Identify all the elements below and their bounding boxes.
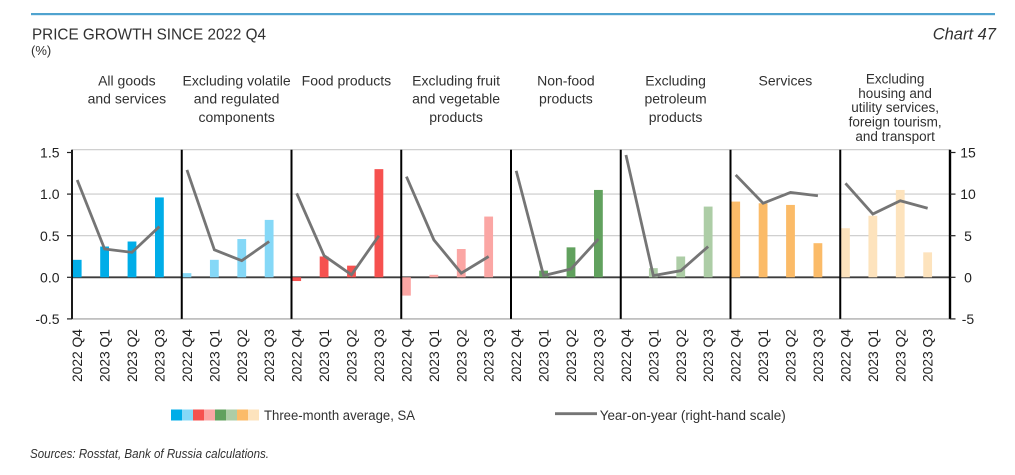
svg-text:2023 Q3: 2023 Q3 <box>371 329 387 382</box>
svg-text:2023 Q2: 2023 Q2 <box>563 329 579 382</box>
svg-text:2023 Q2: 2023 Q2 <box>344 329 360 382</box>
svg-text:2022 Q4: 2022 Q4 <box>508 329 524 382</box>
svg-text:2023 Q1: 2023 Q1 <box>426 329 442 382</box>
svg-text:-0.5: -0.5 <box>35 311 59 327</box>
svg-text:0.5: 0.5 <box>40 228 60 244</box>
svg-text:5: 5 <box>964 228 972 244</box>
svg-text:2022 Q4: 2022 Q4 <box>618 329 634 382</box>
svg-text:2023 Q3: 2023 Q3 <box>261 329 277 382</box>
svg-text:2023 Q3: 2023 Q3 <box>810 329 826 382</box>
svg-text:0: 0 <box>964 269 972 285</box>
svg-text:0.0: 0.0 <box>40 269 60 285</box>
svg-text:2022 Q4: 2022 Q4 <box>398 329 414 382</box>
svg-text:2022 Q4: 2022 Q4 <box>289 329 305 382</box>
svg-text:2023 Q3: 2023 Q3 <box>590 329 606 382</box>
svg-text:Sources: Rosstat, Bank of Russ: Sources: Rosstat, Bank of Russia calcula… <box>30 447 269 461</box>
svg-text:Year-on-year (right-hand scale: Year-on-year (right-hand scale) <box>600 408 786 423</box>
svg-text:Food products: Food products <box>302 73 392 89</box>
svg-text:PRICE GROWTH SINCE 2022 Q4: PRICE GROWTH SINCE 2022 Q4 <box>32 27 266 44</box>
svg-text:2023 Q1: 2023 Q1 <box>97 329 113 382</box>
svg-text:2023 Q1: 2023 Q1 <box>206 329 222 382</box>
svg-text:2022 Q4: 2022 Q4 <box>69 329 85 382</box>
svg-text:Chart 47: Chart 47 <box>933 26 997 44</box>
svg-text:2023 Q2: 2023 Q2 <box>892 329 908 382</box>
svg-text:15: 15 <box>960 145 976 161</box>
svg-text:2023 Q2: 2023 Q2 <box>234 329 250 382</box>
svg-text:2023 Q1: 2023 Q1 <box>755 329 771 382</box>
svg-text:2023 Q2: 2023 Q2 <box>124 329 140 382</box>
svg-text:2023 Q3: 2023 Q3 <box>481 329 497 382</box>
svg-text:Three-month average, SA: Three-month average, SA <box>264 408 415 423</box>
svg-text:2023 Q1: 2023 Q1 <box>645 329 661 382</box>
svg-text:2023 Q1: 2023 Q1 <box>316 329 332 382</box>
svg-text:2023 Q3: 2023 Q3 <box>700 329 716 382</box>
svg-text:2023 Q1: 2023 Q1 <box>536 329 552 382</box>
svg-text:-5: -5 <box>962 311 975 327</box>
svg-text:2023 Q3: 2023 Q3 <box>920 329 936 382</box>
svg-text:2023 Q1: 2023 Q1 <box>865 329 881 382</box>
svg-text:2023 Q2: 2023 Q2 <box>783 329 799 382</box>
svg-text:2023 Q3: 2023 Q3 <box>151 329 167 382</box>
svg-text:1.0: 1.0 <box>40 186 60 202</box>
svg-text:1.5: 1.5 <box>40 145 60 161</box>
svg-text:2022 Q4: 2022 Q4 <box>179 329 195 382</box>
svg-text:Services: Services <box>759 73 813 89</box>
svg-text:2023 Q2: 2023 Q2 <box>453 329 469 382</box>
svg-text:2022 Q4: 2022 Q4 <box>837 329 853 382</box>
svg-text:(%): (%) <box>31 43 51 58</box>
svg-text:2023 Q2: 2023 Q2 <box>673 329 689 382</box>
svg-text:10: 10 <box>960 186 976 202</box>
svg-text:2022 Q4: 2022 Q4 <box>728 329 744 382</box>
